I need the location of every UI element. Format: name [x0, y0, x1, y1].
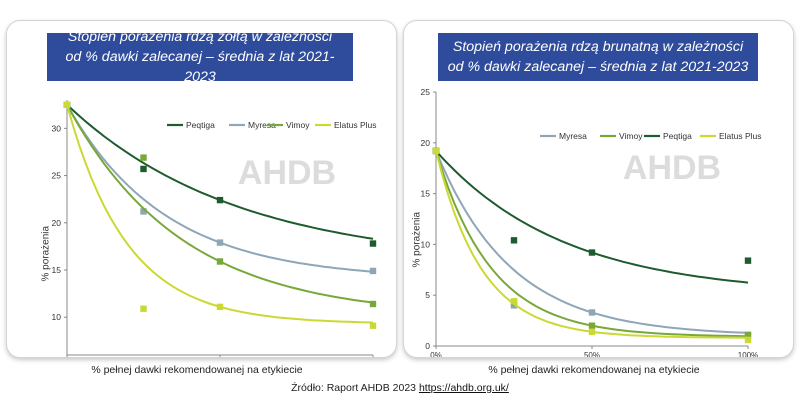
y-tick-label: 15: [52, 265, 62, 275]
chart-title-line2: od % dawki zalecanej – średnia z lat 202…: [447, 59, 749, 75]
data-point-elatus-plus: [432, 147, 440, 155]
data-point-peqtiga: [744, 257, 752, 264]
x-axis-label: % pełnej dawki rekomendowanej na etykiec…: [91, 364, 303, 376]
data-point-myresa: [369, 267, 377, 275]
data-point-vimoy: [744, 331, 752, 339]
x-tick-label: 50%: [584, 351, 600, 357]
y-tick-label: 5: [425, 290, 430, 300]
data-point-peqtiga: [510, 237, 518, 244]
data-point-vimoy: [216, 258, 224, 265]
data-point-vimoy: [140, 154, 147, 161]
chart-title: Stopień porażenia rdzą brunatną w zależn…: [438, 33, 758, 81]
data-point-elatus-plus: [588, 328, 596, 335]
ahdb-watermark: AHDB: [238, 154, 336, 192]
fit-curve-elatus-plus: [66, 104, 374, 324]
source-footer: Źródło: Raport AHDB 2023 https://ahdb.or…: [0, 382, 800, 394]
y-tick-label: 25: [421, 87, 431, 97]
chart-title-line1: Stopień porażenia rdzą żółtą w zależnośc…: [67, 29, 333, 45]
ahdb-watermark: AHDB: [623, 149, 721, 187]
fit-curve-vimoy: [66, 104, 374, 304]
source-link[interactable]: https://ahdb.org.uk/: [418, 382, 509, 394]
y-tick-label: 30: [52, 123, 62, 133]
x-tick-label: 0%: [430, 351, 442, 357]
y-axis-label: % porażenia: [411, 211, 423, 268]
legend-entry: Vimoy: [286, 120, 310, 130]
legend-entry: Elatus Plus: [719, 131, 762, 141]
data-point-myresa: [216, 239, 224, 246]
y-tick-label: 20: [421, 138, 431, 148]
yellow-rust-plot: AHDB10152025300%50%100%PeqtigaMyresaVimo…: [52, 100, 377, 357]
legend-entry: Vimoy: [619, 131, 643, 141]
data-point-peqtiga: [369, 240, 377, 247]
chart-title-line1: Stopień porażenia rdzą brunatną w zależn…: [452, 39, 744, 55]
x-tick-label: 100%: [738, 351, 758, 357]
data-point-elatus-plus: [63, 101, 71, 108]
y-axis-label: % porażenia: [40, 225, 52, 282]
data-point-elatus-plus: [216, 303, 224, 311]
data-point-elatus-plus: [140, 305, 147, 312]
legend-entry: Peqtiga: [663, 131, 692, 141]
data-point-peqtiga: [216, 196, 224, 204]
y-tick-label: 15: [421, 189, 431, 199]
y-tick-label: 20: [52, 218, 62, 228]
source-text: Źródło: Raport AHDB 2023: [291, 382, 419, 394]
data-point-elatus-plus: [744, 336, 752, 344]
chart-panel-brown-rust: Stopień porażenia rdzą brunatną w zależn…: [403, 20, 794, 376]
data-point-peqtiga: [140, 165, 147, 173]
data-point-elatus-plus: [369, 322, 377, 329]
brown-rust-plot: AHDB 0 5 10 15 20 25 0% 50% 100% Myresa Vimoy Peqtig…: [421, 87, 762, 357]
data-point-vimoy: [369, 300, 377, 308]
y-tick-label: 10: [421, 239, 431, 249]
data-point-myresa: [588, 309, 596, 316]
data-point-elatus-plus: [510, 298, 518, 305]
legend-entry: Myresa: [248, 120, 276, 130]
data-point-vimoy: [588, 322, 596, 329]
data-point-peqtiga: [588, 249, 596, 256]
legend-entry: Elatus Plus: [334, 120, 377, 130]
y-tick-label: 10: [52, 312, 62, 322]
legend-entry: Peqtiga: [186, 120, 215, 130]
chart-title-line2: od % dawki zalecanej – średnia z lat 202…: [65, 49, 335, 85]
legend-entry: Myresa: [559, 131, 587, 141]
chart-panel-yellow-rust: Stopień porażenia rdzą żółtą w zależnośc…: [6, 20, 397, 376]
chart-title: Stopień porażenia rdzą żółtą w zależnośc…: [47, 29, 353, 85]
y-tick-label: 25: [52, 171, 62, 181]
data-point-myresa: [140, 208, 147, 215]
y-tick-label: 0: [425, 341, 430, 351]
x-axis-label: % pełnej dawki rekomendowanej na etykiec…: [488, 364, 700, 376]
